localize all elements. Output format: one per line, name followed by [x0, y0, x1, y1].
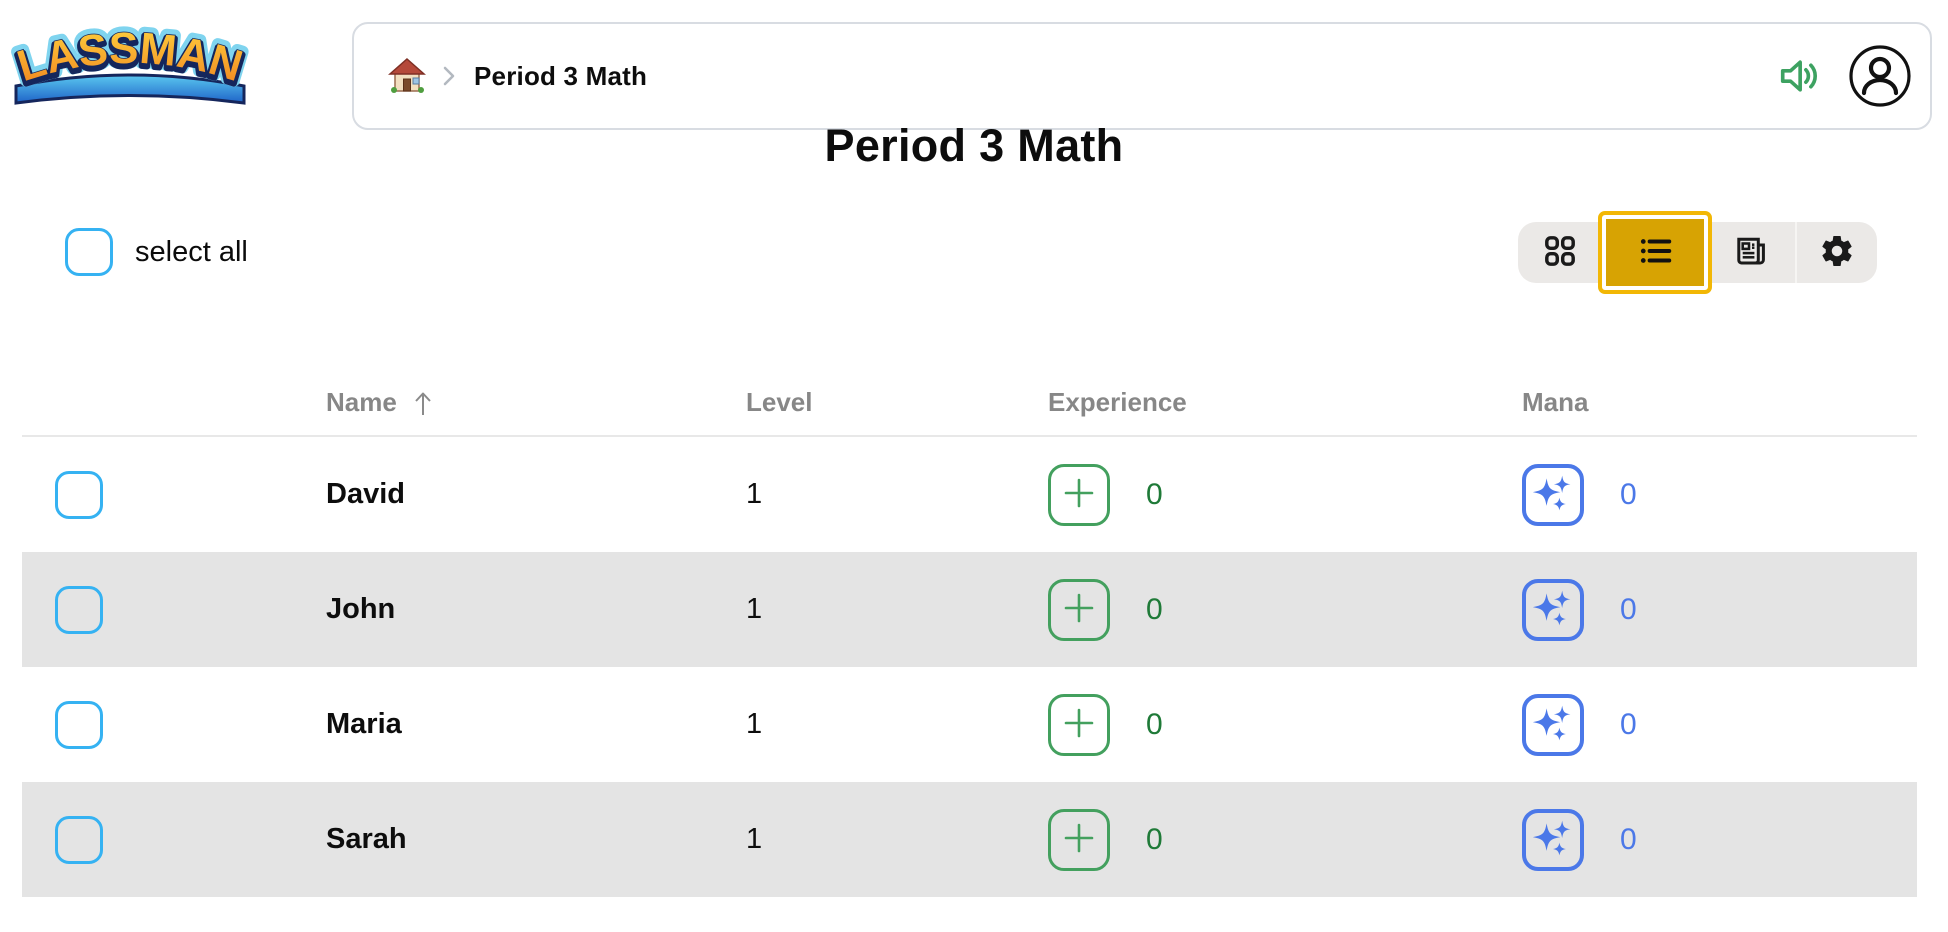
- plus-icon: [1060, 589, 1098, 630]
- give-mana-button[interactable]: [1522, 693, 1584, 756]
- sparkles-icon: [1531, 471, 1575, 518]
- table-row: John 1 0: [22, 552, 1917, 667]
- plus-icon: [1060, 474, 1098, 515]
- plus-icon: [1060, 704, 1098, 745]
- experience-value: 0: [1146, 707, 1163, 741]
- student-level: 1: [746, 478, 763, 510]
- column-header-mana[interactable]: Mana: [1522, 387, 1589, 417]
- breadcrumb-bar: Period 3 Math: [352, 22, 1932, 130]
- table-header-row: Name Level Experience Mana: [22, 370, 1917, 437]
- sort-ascending-icon: [409, 388, 437, 418]
- newspaper-view-button[interactable]: [1708, 222, 1795, 283]
- list-view-icon: [1636, 232, 1674, 273]
- experience-value: 0: [1146, 822, 1163, 856]
- chevron-right-icon: [438, 63, 460, 89]
- plus-icon: [1060, 819, 1098, 860]
- student-level: 1: [746, 708, 763, 740]
- select-all-checkbox[interactable]: [65, 228, 113, 276]
- student-name: Maria: [326, 708, 402, 740]
- student-level: 1: [746, 823, 763, 855]
- classmana-logo[interactable]: CLASSMANA CLASSMANA CLASSMANA: [0, 0, 254, 110]
- experience-value: 0: [1146, 477, 1163, 511]
- add-experience-button[interactable]: [1048, 808, 1110, 871]
- speaker-icon[interactable]: [1776, 53, 1822, 99]
- gear-icon: [1819, 233, 1855, 272]
- table-row: David 1 0: [22, 437, 1917, 552]
- experience-value: 0: [1146, 592, 1163, 626]
- mana-value: 0: [1620, 477, 1637, 511]
- mana-value: 0: [1620, 592, 1637, 626]
- list-view-button[interactable]: [1598, 211, 1712, 294]
- sparkles-icon: [1531, 701, 1575, 748]
- add-experience-button[interactable]: [1048, 578, 1110, 641]
- newspaper-icon: [1734, 233, 1770, 272]
- column-header-level[interactable]: Level: [746, 387, 813, 417]
- page-title: Period 3 Math: [824, 120, 1124, 171]
- student-name: John: [326, 593, 396, 625]
- breadcrumb-current: Period 3 Math: [474, 60, 648, 91]
- row-checkbox[interactable]: [55, 470, 103, 519]
- column-header-experience[interactable]: Experience: [1048, 387, 1187, 417]
- student-name: Sarah: [326, 823, 407, 855]
- grid-view-button[interactable]: [1518, 222, 1602, 283]
- sparkles-icon: [1531, 816, 1575, 863]
- user-avatar-icon[interactable]: [1848, 44, 1912, 108]
- give-mana-button[interactable]: [1522, 578, 1584, 641]
- student-name: David: [326, 478, 405, 510]
- table-row: Maria 1 0: [22, 667, 1917, 782]
- add-experience-button[interactable]: [1048, 693, 1110, 756]
- add-experience-button[interactable]: [1048, 463, 1110, 526]
- sparkles-icon: [1531, 586, 1575, 633]
- select-all-label: select all: [135, 235, 248, 268]
- settings-view-button[interactable]: [1795, 222, 1877, 283]
- students-table: Name Level Experience Mana: [22, 370, 1917, 897]
- mana-value: 0: [1620, 822, 1637, 856]
- home-icon[interactable]: [386, 56, 428, 96]
- student-level: 1: [746, 593, 763, 625]
- grid-view-icon: [1542, 233, 1578, 272]
- row-checkbox[interactable]: [55, 585, 103, 634]
- column-header-name[interactable]: Name: [326, 387, 746, 418]
- mana-value: 0: [1620, 707, 1637, 741]
- row-checkbox[interactable]: [55, 700, 103, 749]
- give-mana-button[interactable]: [1522, 808, 1584, 871]
- give-mana-button[interactable]: [1522, 463, 1584, 526]
- classmana-logo-art: CLASSMANA CLASSMANA CLASSMANA: [0, 0, 254, 105]
- view-toggle-group: [1518, 211, 1877, 294]
- select-all-control: select all: [65, 228, 248, 276]
- table-body: David 1 0: [22, 437, 1917, 897]
- row-checkbox[interactable]: [55, 815, 103, 864]
- table-row: Sarah 1 0: [22, 782, 1917, 897]
